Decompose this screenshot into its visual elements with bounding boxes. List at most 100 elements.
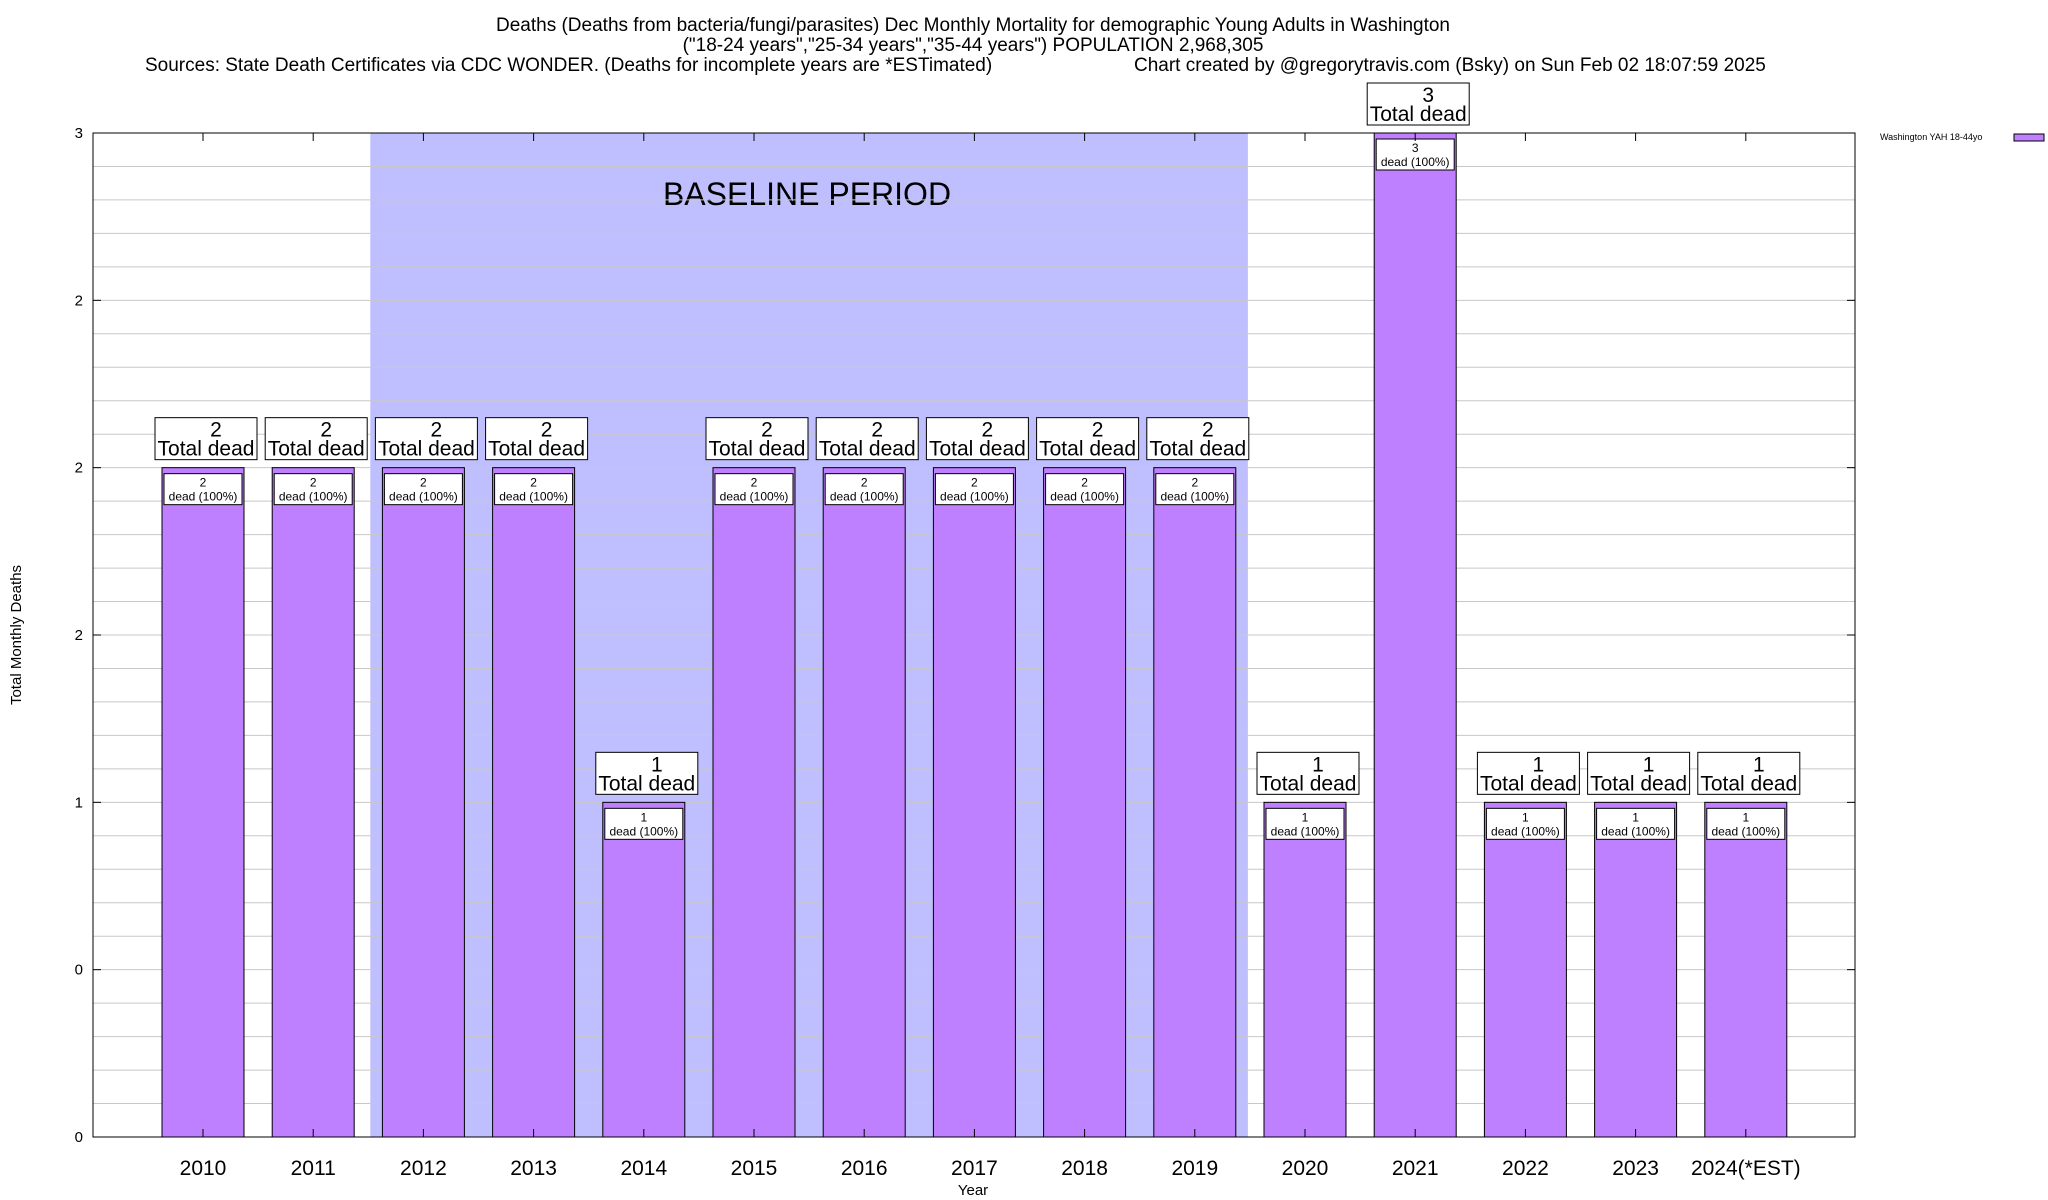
bar-inner-value: 1 (640, 810, 647, 824)
x-tick-label: 2024(*EST) (1691, 1157, 1801, 1180)
bar-total-label-box (374, 417, 478, 461)
bar-inner-label-box (163, 473, 243, 506)
bar-inner-value: 2 (310, 476, 317, 490)
bar-inner-value: 3 (1412, 141, 1419, 155)
bar-total-word: Total dead (1039, 438, 1136, 461)
chart-credit: Chart created by @gregorytravis.com (Bsk… (1134, 55, 1766, 76)
bar (1704, 801, 1788, 1138)
bar (492, 467, 576, 1138)
bar-inner-label-box (824, 473, 904, 506)
x-tick-label: 2014 (620, 1157, 667, 1180)
y-tick-label: 0 (75, 962, 83, 979)
bar-total-value: 2 (1092, 419, 1104, 442)
legend-swatch (2013, 133, 2045, 142)
bar-total-value: 1 (1533, 753, 1545, 776)
x-tick-label: 2021 (1392, 1157, 1439, 1180)
bar-inner-value: 2 (530, 476, 537, 490)
bar-inner-percent: dead (100%) (720, 490, 789, 504)
plot-frame (92, 132, 1856, 1138)
bar-total-word: Total dead (1149, 438, 1246, 461)
bar-inner-percent: dead (100%) (1160, 490, 1229, 504)
x-axis-ticks: 2010 2011 2012 2013 2014 2015 2016 2017 2018 2019… (180, 133, 1801, 1180)
bar (1263, 801, 1347, 1138)
y-tick-label: 3 (75, 125, 83, 142)
bar-total-word: Total dead (268, 438, 365, 461)
y-axis-label: Total Monthly Deaths (8, 565, 25, 705)
bar (1483, 801, 1567, 1138)
bar-inner-percent: dead (100%) (609, 824, 678, 838)
bar-inner-label-box (1706, 807, 1786, 840)
bar-total-word: Total dead (488, 438, 585, 461)
bar-inner-percent: dead (100%) (940, 490, 1009, 504)
bar-total-label-box (705, 417, 809, 461)
bar-total-label-box (1587, 751, 1691, 795)
x-tick-label: 2011 (291, 1157, 336, 1180)
bar-total-word: Total dead (378, 438, 475, 461)
bar-total-label-box (1366, 82, 1470, 126)
bar-total-word: Total dead (1700, 772, 1797, 795)
bar-inner-value: 1 (1302, 810, 1309, 824)
bar (712, 467, 796, 1138)
bar (161, 467, 245, 1138)
baseline-label: BASELINE PERIOD (663, 176, 951, 212)
bar-total-value: 3 (1422, 84, 1434, 107)
bar (1043, 467, 1127, 1138)
bar (1153, 467, 1237, 1138)
bar-total-value: 1 (1753, 753, 1765, 776)
chart-sources: Sources: State Death Certificates via CD… (145, 55, 992, 76)
bar (1373, 132, 1457, 1138)
x-tick-label: 2013 (510, 1157, 557, 1180)
x-tick-label: 2016 (841, 1157, 888, 1180)
bar-total-label-box (264, 417, 368, 461)
bar-total-value: 1 (1643, 753, 1655, 776)
bar-total-word: Total dead (158, 438, 255, 461)
bar-inner-label-box (383, 473, 463, 506)
x-tick-label: 2015 (731, 1157, 778, 1180)
x-tick-label: 2010 (180, 1157, 227, 1180)
bar-total-value: 2 (320, 419, 332, 442)
bar-total-word: Total dead (1260, 772, 1357, 795)
bar-inner-percent: dead (100%) (1711, 824, 1780, 838)
bar-inner-percent: dead (100%) (1381, 155, 1450, 169)
bar-inner-value: 2 (420, 476, 427, 490)
chart-title: Deaths (Deaths from bacteria/fungi/paras… (496, 15, 1450, 36)
bar-total-word: Total dead (709, 438, 806, 461)
bar-inner-value: 2 (861, 476, 868, 490)
bar-total-value: 1 (651, 753, 663, 776)
bar-total-value: 2 (982, 419, 994, 442)
bar-inner-label-box (934, 473, 1014, 506)
bar-total-word: Total dead (1370, 103, 1467, 126)
bar-inner-label-box (604, 807, 684, 840)
bar-total-value: 2 (871, 419, 883, 442)
chart-header: Deaths (Deaths from bacteria/fungi/paras… (145, 15, 1766, 76)
y-tick-label: 1 (75, 794, 83, 811)
bar-inner-percent: dead (100%) (1601, 824, 1670, 838)
bar (1594, 801, 1678, 1138)
bar-inner-percent: dead (100%) (1271, 824, 1340, 838)
bar-inner-percent: dead (100%) (499, 490, 568, 504)
bar (271, 467, 355, 1138)
bar-total-word: Total dead (929, 438, 1026, 461)
legend-label: Washington YAH 18-44yo (1880, 132, 1982, 142)
bar-total-label-box (815, 417, 919, 461)
bar-inner-value: 2 (971, 476, 978, 490)
y-tick-label: 2 (75, 627, 83, 644)
bar-inner-percent: dead (100%) (1050, 490, 1119, 504)
bar-total-word: Total dead (598, 772, 695, 795)
bar-inner-label-box (714, 473, 794, 506)
y-tick-label: 2 (75, 292, 83, 309)
bar-inner-value: 1 (1522, 810, 1529, 824)
bar (381, 467, 465, 1138)
bar-total-value: 1 (1312, 753, 1324, 776)
bar (822, 467, 906, 1138)
bar-total-label-box (485, 417, 589, 461)
x-tick-label: 2017 (951, 1157, 998, 1180)
x-axis-label: Year (958, 1182, 988, 1199)
bar-inner-label-box (273, 473, 353, 506)
x-tick-label: 2012 (400, 1157, 447, 1180)
chart-subtitle: ("18-24 years","25-34 years","35-44 year… (683, 35, 1264, 56)
bar-inner-percent: dead (100%) (1491, 824, 1560, 838)
x-tick-label: 2022 (1502, 1157, 1549, 1180)
bar-total-value: 2 (1202, 419, 1214, 442)
